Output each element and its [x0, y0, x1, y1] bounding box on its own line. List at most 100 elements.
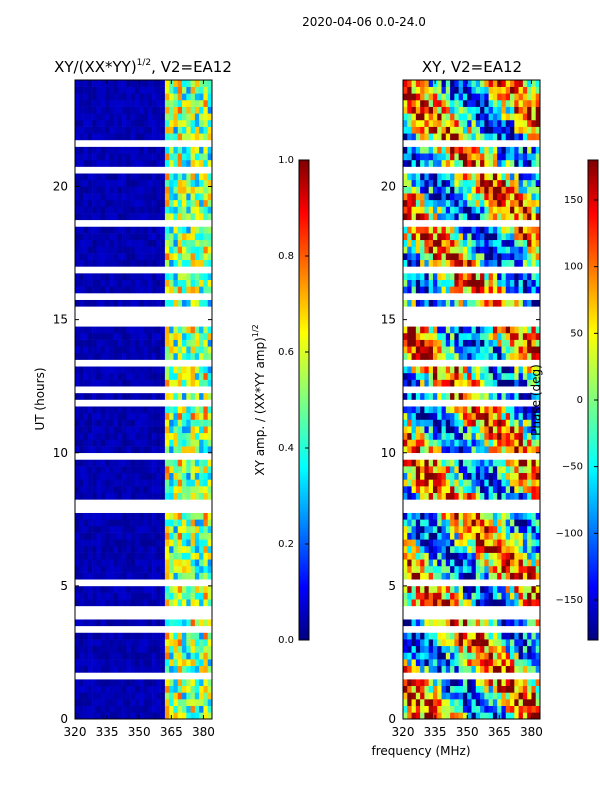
heat-cell	[100, 173, 106, 181]
heat-cell	[505, 519, 511, 527]
heat-cell	[432, 679, 438, 687]
heat-cell	[424, 572, 429, 580]
heat-cell	[182, 193, 187, 201]
heat-cell	[177, 153, 183, 161]
heat-cell	[480, 519, 485, 527]
heat-cell	[143, 366, 149, 374]
heat-cell	[501, 685, 507, 693]
heat-cell	[203, 352, 209, 360]
heat-cell	[420, 273, 425, 280]
heat-cell	[100, 665, 106, 673]
heat-cell	[169, 406, 174, 414]
heat-cell	[156, 346, 161, 354]
heat-cell	[207, 559, 213, 567]
heat-cell	[186, 712, 191, 720]
heat-cell	[147, 352, 153, 360]
heat-cell	[186, 512, 191, 520]
heat-cell	[147, 99, 153, 107]
heat-cell	[514, 692, 519, 700]
flagged-row	[403, 359, 540, 367]
heat-cell	[501, 492, 507, 500]
heat-cell	[164, 572, 170, 580]
heat-cell	[492, 246, 498, 254]
flagged-row	[75, 319, 212, 327]
heat-cell	[87, 206, 93, 214]
heat-cell	[96, 466, 101, 474]
heat-cell	[207, 299, 213, 307]
heat-cell	[160, 659, 166, 667]
heat-cell	[510, 685, 515, 693]
heat-cell	[510, 472, 515, 480]
heat-cell	[156, 632, 161, 640]
heat-cell	[177, 339, 183, 347]
heat-cell	[415, 712, 421, 720]
heat-cell	[514, 159, 519, 167]
heat-cell	[531, 379, 537, 387]
heat-cell	[109, 339, 114, 347]
heat-cell	[207, 446, 213, 454]
heat-cell	[445, 599, 451, 607]
heat-cell	[480, 99, 485, 107]
heat-cell	[207, 632, 213, 640]
heat-cell	[484, 352, 489, 360]
heat-cell	[437, 326, 442, 334]
heat-cell	[484, 599, 489, 607]
heat-cell	[492, 472, 498, 480]
heat-cell	[518, 179, 524, 187]
heat-cell	[96, 372, 101, 380]
heat-cell	[134, 439, 140, 447]
heat-cell	[458, 392, 464, 400]
heat-cell	[428, 679, 434, 687]
heat-cell	[424, 206, 429, 214]
heat-cell	[134, 159, 140, 167]
heat-cell	[467, 459, 472, 467]
heat-cell	[445, 106, 451, 114]
heat-cell	[156, 193, 161, 201]
heat-cell	[186, 186, 191, 194]
heat-cell	[87, 512, 93, 520]
heat-cell	[428, 472, 434, 480]
heat-cell	[527, 472, 532, 480]
heat-cell	[522, 559, 528, 567]
heat-cell	[488, 652, 494, 660]
heat-cell	[130, 525, 136, 533]
heat-cell	[462, 645, 468, 653]
heat-cell	[432, 113, 438, 121]
heat-cell	[514, 705, 519, 713]
heat-cell	[156, 159, 161, 167]
heat-cell	[143, 259, 149, 267]
heat-cell	[177, 632, 183, 640]
heat-cell	[169, 426, 174, 434]
heat-cell	[527, 592, 532, 600]
heat-cell	[143, 213, 149, 221]
heat-cell	[497, 379, 502, 387]
heat-cell	[462, 159, 468, 167]
heat-cell	[186, 199, 191, 207]
heat-cell	[428, 246, 434, 254]
heat-cell	[134, 379, 140, 387]
heat-cell	[169, 226, 174, 234]
heat-cell	[415, 632, 421, 640]
heat-cell	[139, 213, 144, 221]
heat-cell	[458, 226, 464, 234]
heat-cell	[156, 619, 161, 627]
heat-cell	[471, 426, 477, 434]
heat-cell	[471, 412, 477, 420]
heat-cell	[134, 113, 140, 121]
heat-cell	[462, 259, 468, 267]
heat-cell	[432, 186, 438, 194]
heat-cell	[428, 519, 434, 527]
heat-cell	[207, 619, 213, 627]
heat-cell	[432, 699, 438, 706]
heat-cell	[531, 332, 537, 340]
heat-cell	[199, 446, 204, 454]
flagged-row	[75, 359, 212, 367]
heat-cell	[471, 645, 477, 653]
heat-cell	[518, 199, 524, 207]
heat-cell	[139, 665, 144, 673]
heat-cell	[458, 652, 464, 660]
heat-cell	[441, 299, 447, 307]
heat-cell	[462, 372, 468, 380]
heat-cell	[194, 352, 200, 360]
heat-cell	[531, 659, 537, 667]
